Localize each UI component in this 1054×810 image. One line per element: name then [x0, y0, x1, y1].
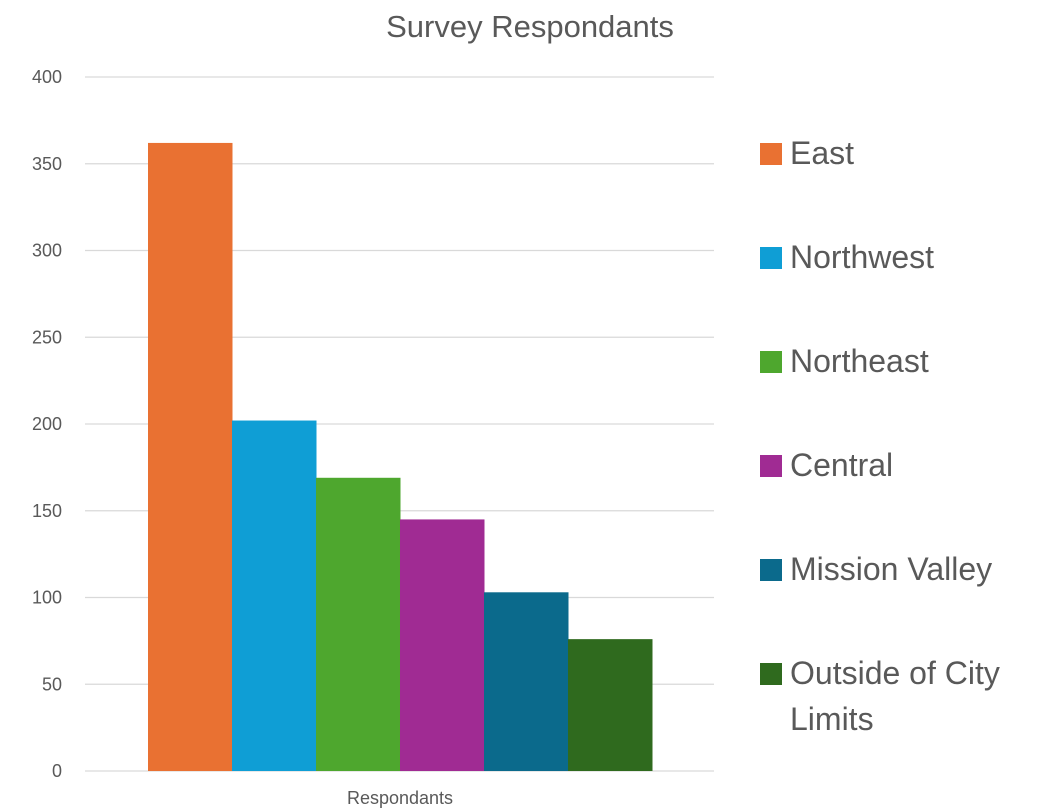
- legend-item-central: Central: [760, 447, 893, 483]
- legend-swatch: [760, 455, 782, 477]
- legend-swatch: [760, 143, 782, 165]
- y-tick-label: 400: [32, 67, 62, 87]
- legend-label: Northeast: [790, 343, 929, 379]
- bars: [148, 142, 653, 771]
- y-tick-label: 350: [32, 154, 62, 174]
- legend-label: East: [790, 135, 854, 171]
- legend-swatch: [760, 559, 782, 581]
- legend-swatch: [760, 247, 782, 269]
- bar-central: [400, 519, 485, 771]
- y-tick-label: 50: [42, 674, 62, 694]
- bar-northwest: [232, 420, 317, 771]
- legend-swatch: [760, 351, 782, 373]
- legend-label: Outside of City Limits: [790, 655, 1000, 737]
- legend-item-northwest: Northwest: [760, 239, 934, 275]
- legend-label: Mission Valley: [790, 551, 992, 587]
- y-tick-label: 0: [52, 761, 62, 781]
- x-axis-category-labels: Respondants: [347, 788, 453, 808]
- bar-mission-valley: [484, 592, 569, 771]
- bar-northeast: [316, 477, 401, 771]
- y-tick-label: 300: [32, 241, 62, 261]
- legend-item-east: East: [760, 135, 854, 171]
- y-tick-label: 100: [32, 588, 62, 608]
- legend-item-outside-of-city-limits: Outside of City Limits: [760, 655, 1000, 737]
- legend-swatch: [760, 663, 782, 685]
- legend-label: Northwest: [790, 239, 934, 275]
- y-tick-label: 150: [32, 501, 62, 521]
- chart-title: Survey Respondants: [386, 9, 674, 44]
- legend-item-northeast: Northeast: [760, 343, 929, 379]
- legend-label: Central: [790, 447, 893, 483]
- bar-outside-of-city-limits: [568, 639, 653, 771]
- bar-east: [148, 142, 233, 771]
- y-tick-label: 250: [32, 327, 62, 347]
- y-axis-tick-labels: 0 50 100 150 200 250 300 350 400: [32, 67, 62, 781]
- x-category-label: Respondants: [347, 788, 453, 808]
- legend-item-mission-valley: Mission Valley: [760, 551, 992, 587]
- legend: East Northwest Northeast Central Mission Val…: [760, 135, 1000, 737]
- y-tick-label: 200: [32, 414, 62, 434]
